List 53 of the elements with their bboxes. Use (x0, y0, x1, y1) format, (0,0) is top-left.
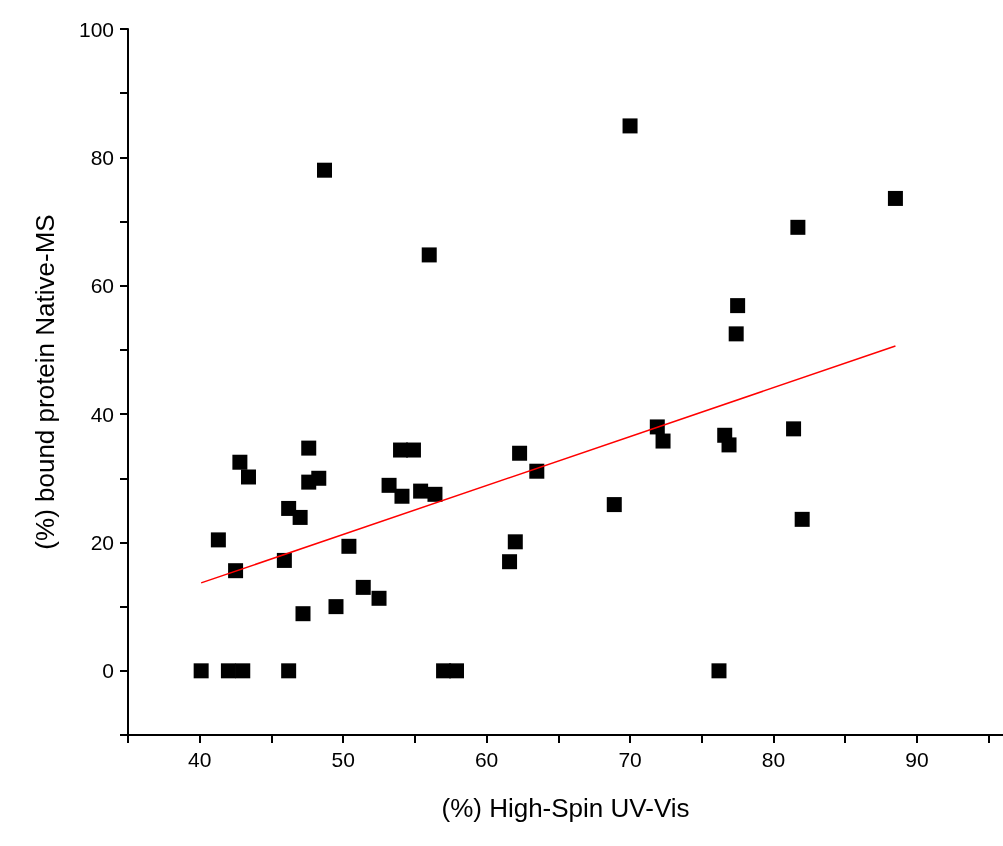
point (655, 433, 671, 449)
x-tick-label: 90 (905, 748, 929, 771)
point (341, 538, 357, 554)
point (790, 219, 806, 235)
point (281, 663, 297, 679)
point (786, 421, 802, 437)
point (512, 445, 528, 461)
point (622, 118, 638, 134)
point (721, 437, 737, 453)
point (730, 298, 746, 314)
point (193, 663, 209, 679)
point (292, 509, 308, 525)
y-tick-label: 80 (90, 145, 114, 169)
x-tick-label: 80 (761, 748, 786, 771)
y-tick-label: 40 (90, 402, 114, 426)
x-tick-label: 50 (331, 748, 355, 771)
x-tick-label: 70 (618, 748, 642, 771)
y-axis-title: (%) bound protein Native-MS (30, 214, 60, 550)
point (301, 440, 317, 456)
point (502, 554, 518, 570)
point (448, 663, 464, 679)
point (381, 477, 397, 493)
x-tick-label: 40 (188, 748, 212, 771)
point (413, 483, 429, 499)
y-tick-label: 20 (90, 530, 114, 554)
point (317, 162, 333, 178)
y-tick-label: 0 (102, 659, 114, 683)
point (295, 606, 311, 622)
point (427, 486, 443, 502)
point (711, 663, 727, 679)
point (232, 454, 248, 470)
point (887, 190, 903, 206)
point (240, 469, 256, 485)
point (311, 470, 327, 486)
x-axis-title: (%) High-Spin UV-Vis (441, 793, 690, 823)
y-tick-label: 100 (78, 17, 114, 41)
point (606, 497, 622, 513)
point (210, 532, 226, 548)
point (794, 511, 810, 527)
point (328, 599, 344, 615)
point (281, 500, 297, 516)
x-tick-label: 60 (474, 748, 499, 771)
point (421, 247, 437, 263)
point (507, 534, 523, 550)
point (355, 579, 371, 595)
point (235, 663, 251, 679)
point (371, 590, 387, 606)
point (405, 442, 421, 458)
point (728, 326, 744, 342)
y-tick-label: 60 (90, 274, 114, 298)
point (394, 488, 410, 504)
point (276, 552, 292, 568)
point (220, 663, 236, 679)
